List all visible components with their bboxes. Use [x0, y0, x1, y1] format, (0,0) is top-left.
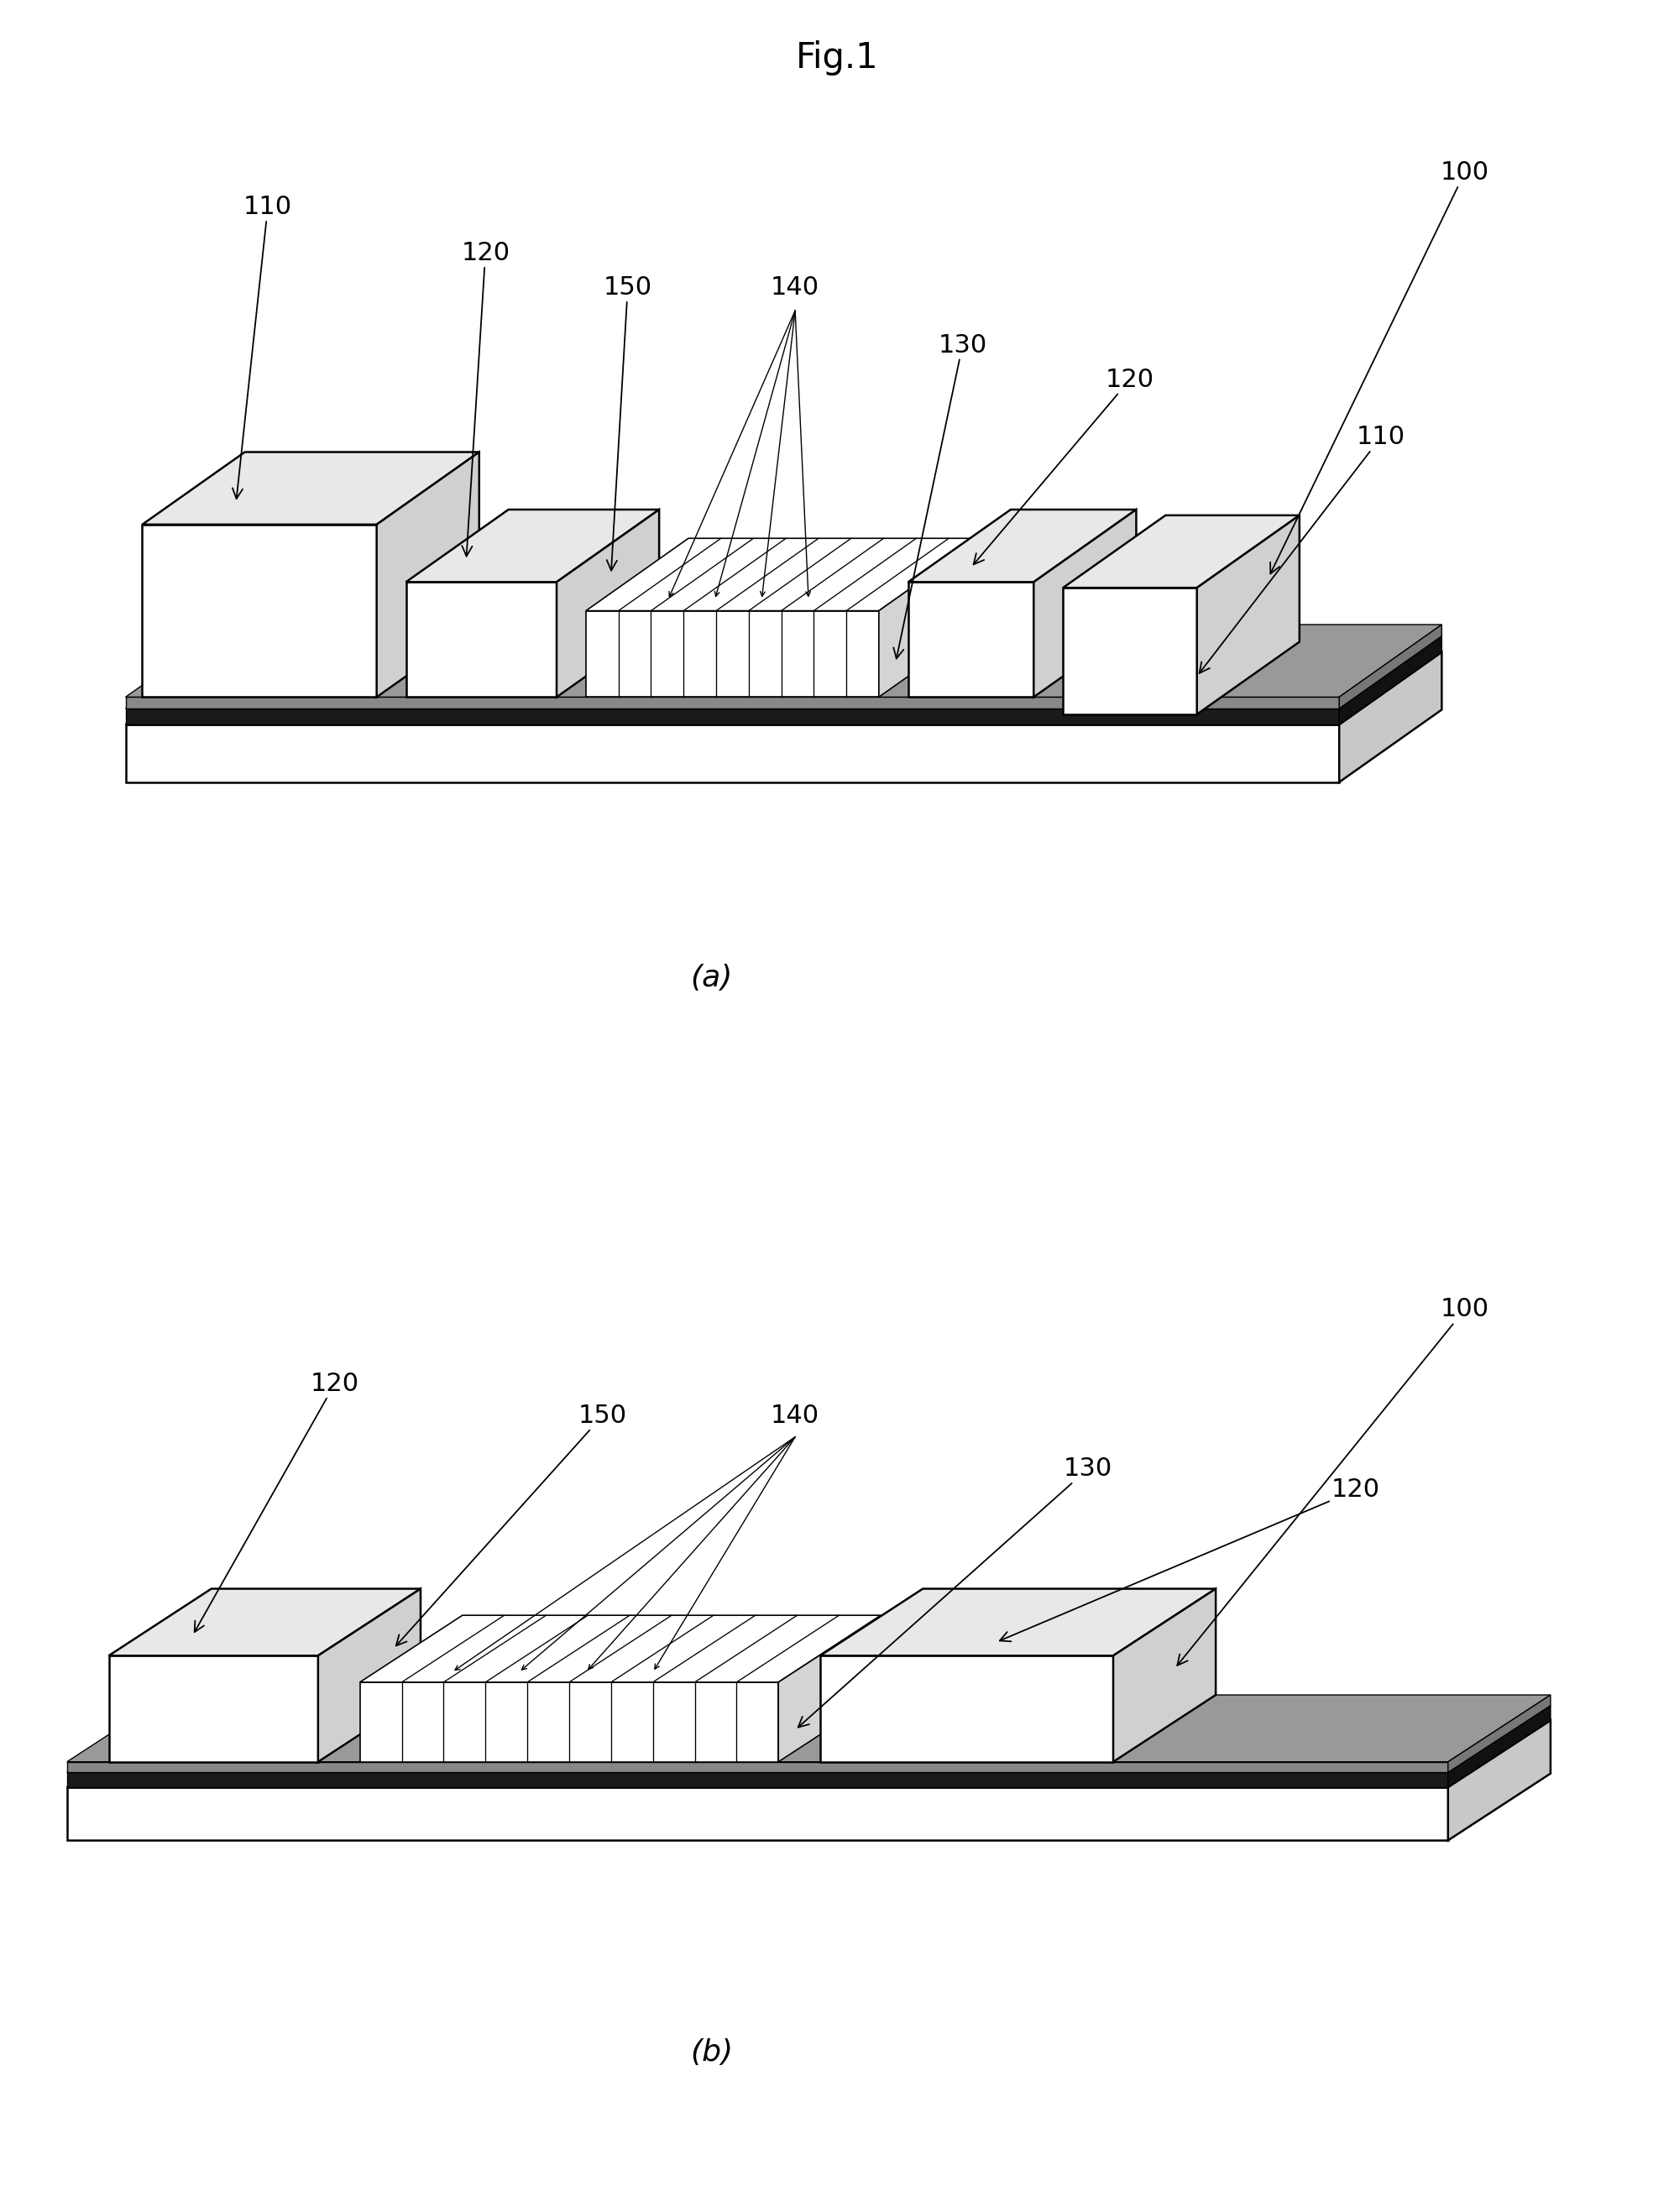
Polygon shape — [1339, 624, 1441, 708]
Polygon shape — [67, 1721, 1550, 1787]
Text: 120: 120 — [974, 367, 1155, 564]
Text: 140: 140 — [770, 274, 820, 301]
Polygon shape — [318, 1588, 420, 1761]
Polygon shape — [586, 611, 879, 697]
Text: Fig.1: Fig.1 — [795, 40, 879, 75]
Text: 100: 100 — [1271, 159, 1490, 573]
Polygon shape — [126, 697, 1339, 708]
Polygon shape — [67, 1761, 1448, 1772]
Text: (a): (a) — [690, 964, 733, 991]
Polygon shape — [405, 582, 556, 697]
Polygon shape — [1448, 1705, 1550, 1787]
Text: 150: 150 — [397, 1402, 628, 1646]
Text: 140: 140 — [770, 1402, 820, 1429]
Polygon shape — [1113, 1588, 1215, 1761]
Polygon shape — [1063, 588, 1197, 714]
Text: 120: 120 — [460, 241, 511, 555]
Polygon shape — [142, 524, 377, 697]
Polygon shape — [67, 1705, 1550, 1772]
Polygon shape — [126, 726, 1339, 783]
Polygon shape — [142, 451, 479, 524]
Text: 130: 130 — [798, 1455, 1113, 1728]
Polygon shape — [126, 653, 1441, 726]
Polygon shape — [67, 1787, 1448, 1840]
Polygon shape — [1339, 653, 1441, 783]
Text: 120: 120 — [999, 1478, 1381, 1641]
Polygon shape — [1448, 1721, 1550, 1840]
Polygon shape — [109, 1655, 318, 1761]
Polygon shape — [778, 1615, 881, 1761]
Text: 120: 120 — [194, 1371, 360, 1632]
Polygon shape — [907, 509, 1137, 582]
Polygon shape — [879, 538, 981, 697]
Polygon shape — [1448, 1694, 1550, 1772]
Text: (b): (b) — [690, 2039, 733, 2066]
Polygon shape — [126, 637, 1441, 708]
Polygon shape — [1339, 637, 1441, 726]
Polygon shape — [820, 1588, 1215, 1655]
Polygon shape — [126, 708, 1339, 726]
Polygon shape — [1197, 515, 1299, 714]
Polygon shape — [586, 538, 981, 611]
Polygon shape — [67, 1694, 1550, 1761]
Polygon shape — [67, 1772, 1448, 1787]
Polygon shape — [820, 1655, 1113, 1761]
Polygon shape — [126, 624, 1441, 697]
Polygon shape — [109, 1588, 420, 1655]
Polygon shape — [377, 451, 479, 697]
Polygon shape — [1033, 509, 1137, 697]
Polygon shape — [405, 509, 660, 582]
Text: 110: 110 — [233, 195, 293, 498]
Text: 150: 150 — [603, 274, 653, 571]
Polygon shape — [907, 582, 1033, 697]
Text: 110: 110 — [1199, 425, 1406, 672]
Text: 130: 130 — [894, 332, 988, 659]
Polygon shape — [1063, 515, 1299, 588]
Polygon shape — [360, 1615, 881, 1681]
Polygon shape — [360, 1681, 778, 1761]
Polygon shape — [556, 509, 660, 697]
Text: 100: 100 — [1177, 1296, 1490, 1666]
